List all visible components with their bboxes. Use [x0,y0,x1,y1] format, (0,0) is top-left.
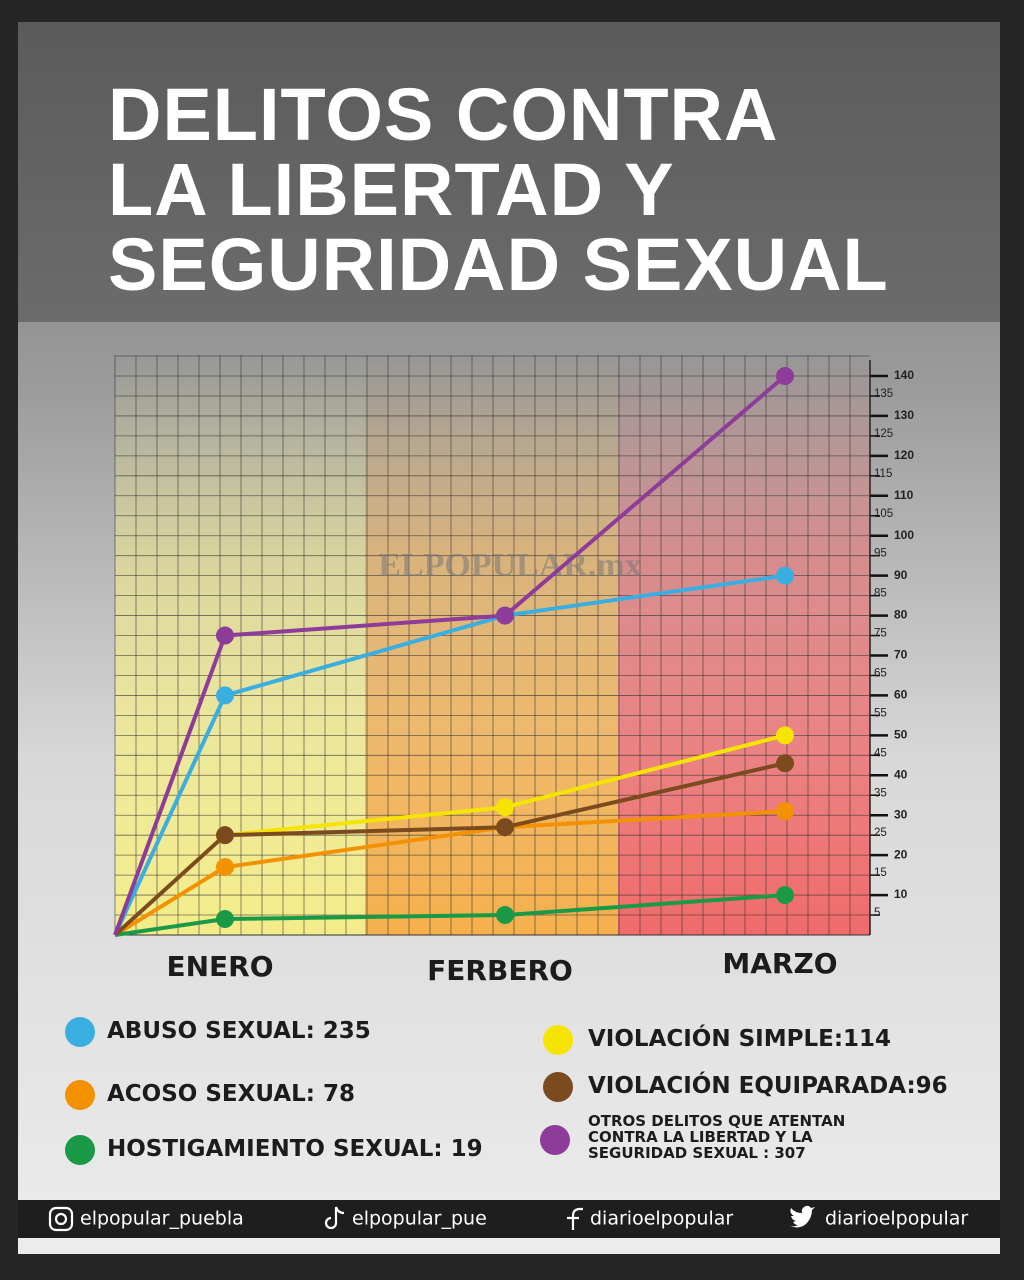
x-tick-label: ENERO [166,950,273,983]
data-point [496,818,514,837]
watermark: ELPOPULAR.mx [378,547,642,584]
series-line [113,809,786,937]
legend-label: VIOLACIÓN SIMPLE:114 [588,1026,892,1052]
y-tick-label: 60 [894,688,908,702]
social-handle: elpopular_puebla [80,1208,244,1230]
y-tick-label: 95 [874,548,887,560]
y-tick-label: 105 [874,508,893,520]
y-tick-label: 10 [894,887,908,901]
series-line [113,573,786,936]
social-handle: elpopular_pue [352,1208,487,1230]
y-tick-label: 140 [894,368,914,382]
data-point [776,726,794,745]
legend-marker [65,1017,95,1047]
data-point [776,754,794,773]
series-line [114,893,786,937]
data-point [776,802,794,821]
y-tick-label: 100 [894,528,914,542]
legend-marker [65,1080,95,1110]
title-line: DELITOS CONTRA [108,73,778,156]
legend-marker [543,1025,573,1055]
data-point [216,626,234,645]
data-point [496,798,514,817]
y-tick-label: 30 [894,807,908,821]
y-tick-label: 120 [894,448,914,462]
y-tick-label: 70 [894,648,908,662]
data-point [776,886,794,905]
y-tick-label: 65 [874,667,887,679]
social-handle: diarioelpopular [590,1208,733,1230]
data-point [216,686,234,705]
y-tick-label: 5 [874,907,880,919]
social-handle: diarioelpopular [825,1208,968,1230]
y-tick-label: 25 [874,827,887,839]
data-point [496,606,514,625]
legend-label: VIOLACIÓN EQUIPARADA:96 [588,1073,948,1099]
vertical-grid [114,355,870,935]
data-point [496,906,514,925]
footer-bar [18,1200,1000,1238]
y-tick-label: 55 [874,707,887,719]
legend-marker [543,1072,573,1102]
legend-label: HOSTIGAMIENTO SEXUAL: 19 [107,1136,483,1162]
data-point [216,910,234,929]
x-tick-label: MARZO [722,947,837,980]
data-point [776,367,794,385]
y-tick-label: 75 [874,628,887,640]
y-tick-label: 40 [894,767,908,781]
y-tick-label: 115 [874,468,892,480]
title-line: SEGURIDAD SEXUAL [108,223,889,306]
y-tick-label: 80 [894,608,908,622]
y-tick-label: 90 [894,568,908,582]
y-tick-label: 135 [874,388,893,400]
y-tick-label: 130 [894,408,914,422]
series-line [113,761,786,937]
data-point [216,858,234,877]
photo-area [18,22,1000,322]
data-point [216,826,234,845]
legend-label: ABUSO SEXUAL: 235 [107,1018,371,1044]
legend-label: OTROS DELITOS QUE ATENTAN CONTRA LA LIBE… [588,1112,846,1162]
legend-marker [540,1125,570,1155]
plot-background [115,355,870,935]
y-tick-label: 20 [894,847,908,861]
data-point [776,566,794,585]
y-tick-label: 110 [894,488,914,502]
x-tick-label: FERBERO [427,954,573,987]
social-icons [48,1205,815,1232]
legend-marker [65,1135,95,1165]
y-tick-label: 85 [874,588,887,600]
legend-label: ACOSO SEXUAL: 78 [107,1081,356,1107]
y-tick-label: 45 [874,747,887,759]
series-line [113,374,787,936]
title-line: LA LIBERTAD Y [108,148,675,231]
y-tick-label: 15 [874,867,887,879]
y-tick-label: 125 [874,428,893,440]
y-tick-label: 50 [894,728,908,742]
y-tick-label: 35 [874,787,887,799]
